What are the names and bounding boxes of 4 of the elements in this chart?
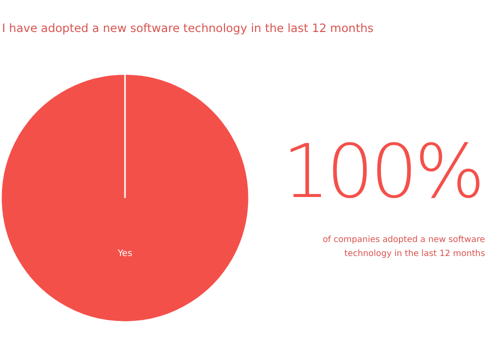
data-label: 100% <box>281 129 482 215</box>
text: of companies adopted a new software technology in the last 12 months <box>322 234 485 261</box>
slice-label: Yes <box>116 248 133 259</box>
chart-title: I have adopted a new software technology in the last 12 months <box>2 21 374 35</box>
